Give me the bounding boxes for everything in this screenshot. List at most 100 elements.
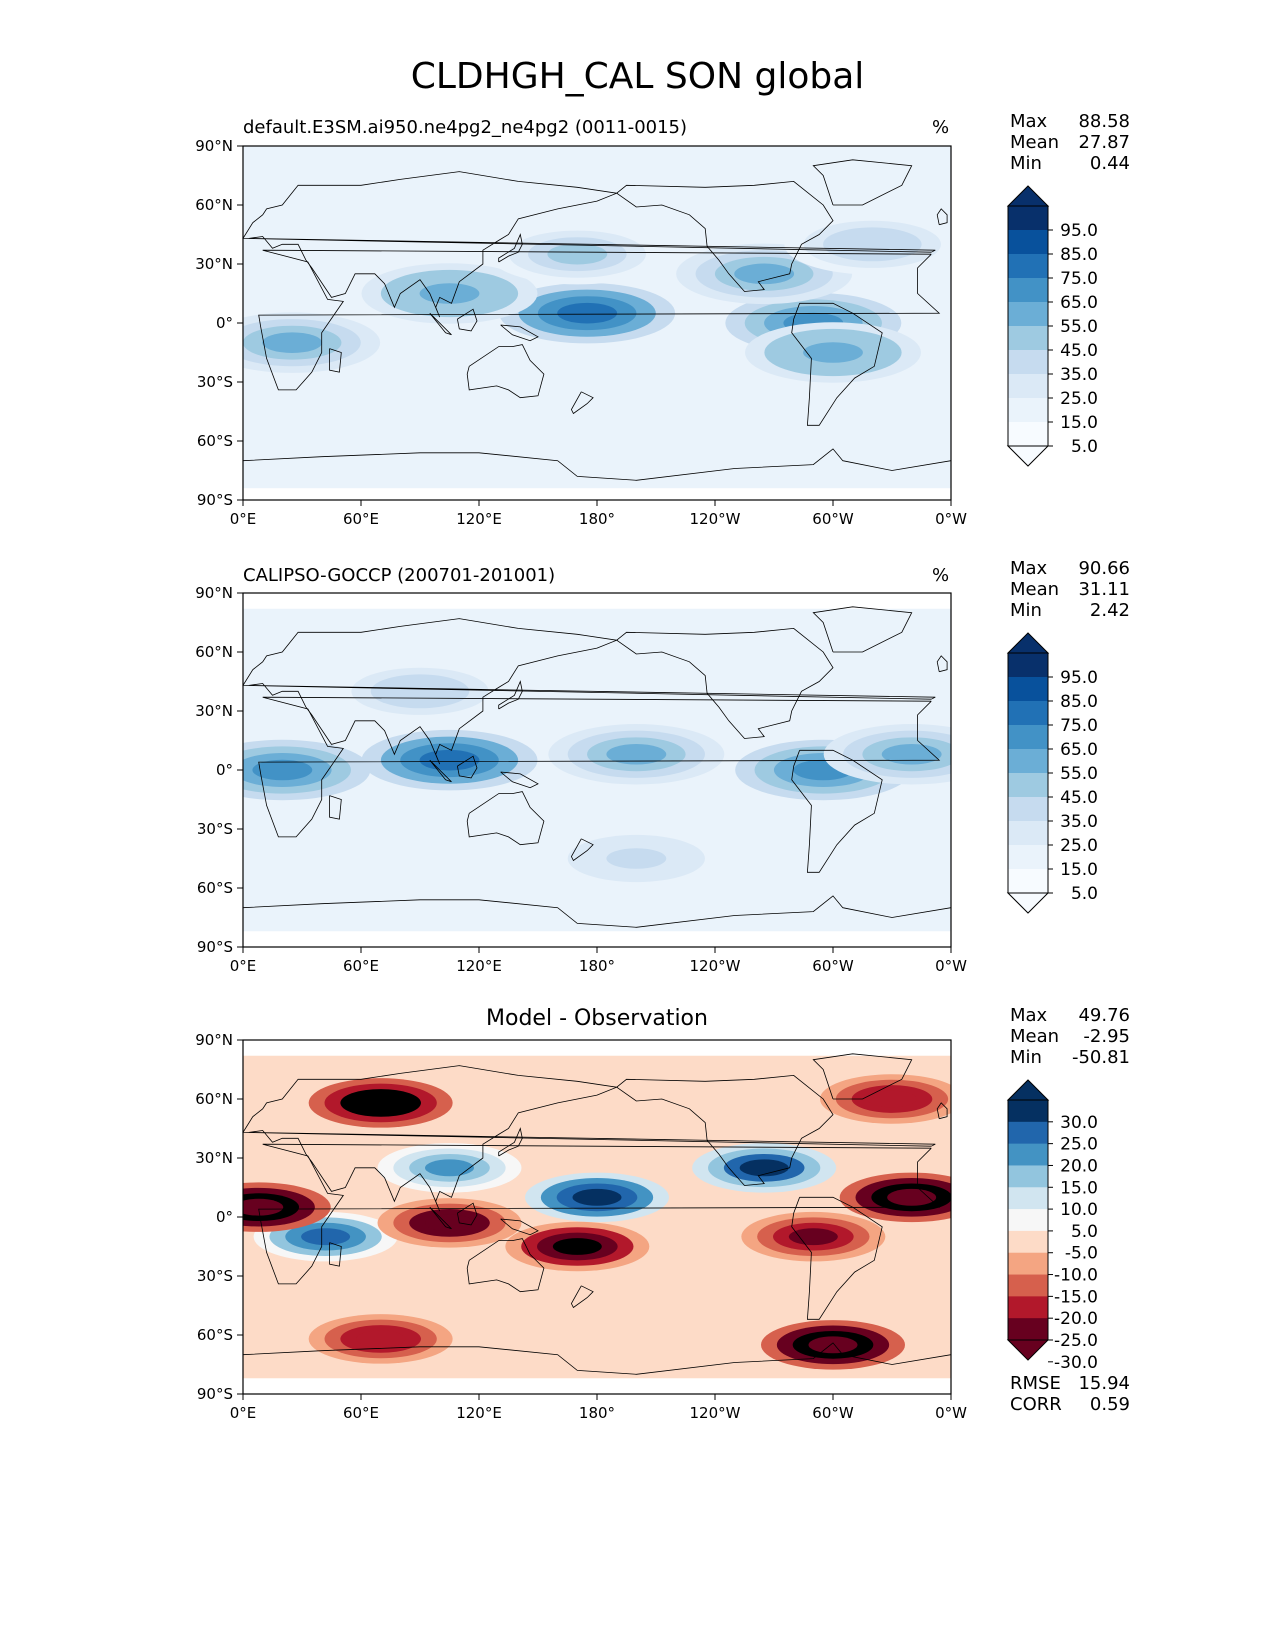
x-tick-label: 0°W bbox=[935, 957, 967, 975]
y-tick-label: 90°S bbox=[197, 1385, 233, 1403]
x-tick-label: 60°E bbox=[343, 1404, 379, 1422]
stat-mean-value: 31.11 bbox=[1078, 579, 1130, 600]
colorbar-segment bbox=[1008, 326, 1048, 351]
colorbar-segment bbox=[1008, 374, 1048, 399]
contour-region bbox=[867, 1090, 917, 1108]
colorbar-label: -10.0 bbox=[1054, 1266, 1098, 1286]
y-tick-label: 60°N bbox=[195, 196, 233, 214]
coastline bbox=[258, 249, 941, 391]
contour-region bbox=[262, 332, 323, 353]
coastline bbox=[500, 771, 539, 789]
y-tick-label: 90°S bbox=[197, 491, 233, 509]
contour-region bbox=[734, 263, 795, 285]
colorbar-label: 5.0 bbox=[1071, 437, 1098, 457]
colorbar-segment bbox=[1008, 821, 1048, 846]
y-tick-label: 30°S bbox=[197, 373, 233, 391]
coastline bbox=[570, 838, 594, 862]
x-tick-label: 120°E bbox=[456, 1404, 502, 1422]
coastline bbox=[616, 180, 834, 292]
colorbar-segment bbox=[1008, 1187, 1048, 1210]
colorbar-label: 10.0 bbox=[1060, 1200, 1098, 1220]
x-tick-label: 0°E bbox=[230, 510, 257, 528]
colorbar-label: 55.0 bbox=[1060, 317, 1098, 337]
coastline bbox=[498, 233, 523, 263]
coastline bbox=[457, 1202, 478, 1226]
coastline bbox=[498, 680, 523, 710]
x-tick-label: 60°E bbox=[343, 510, 379, 528]
y-tick-label: 60°N bbox=[195, 1090, 233, 1108]
colorbar-segment bbox=[1008, 278, 1048, 303]
colorbar-segment bbox=[1008, 1100, 1048, 1123]
coastline bbox=[429, 312, 452, 336]
colorbar-segment bbox=[1008, 302, 1048, 327]
coastline bbox=[570, 391, 594, 415]
coastlines bbox=[242, 606, 952, 928]
x-tick-label: 180° bbox=[579, 957, 615, 975]
x-tick-label: 120°W bbox=[690, 957, 741, 975]
contour-field bbox=[243, 214, 951, 383]
y-tick-label: 30°S bbox=[197, 820, 233, 838]
coastline bbox=[329, 795, 342, 820]
coastline bbox=[466, 344, 545, 399]
colorbar-extend-top bbox=[1006, 632, 1050, 654]
colorbar-segment bbox=[1008, 1121, 1048, 1145]
stat-mean-label: Mean bbox=[1010, 132, 1060, 153]
colorbar-label: 85.0 bbox=[1060, 692, 1098, 712]
colorbar-label: 25.0 bbox=[1060, 1135, 1098, 1155]
coastline bbox=[258, 696, 941, 838]
coastline bbox=[329, 348, 342, 373]
contour-region bbox=[808, 1336, 858, 1354]
map-plot: 0°E 60°E 120°E 180° 120°W 60°W 0°W 90°N 60°N 30°N… bbox=[195, 584, 967, 975]
x-tick-label: 0°W bbox=[935, 510, 967, 528]
x-tick-label: 0°E bbox=[230, 957, 257, 975]
colorbar-segment bbox=[1008, 230, 1048, 255]
units-label: % bbox=[932, 117, 950, 138]
colorbar-segment bbox=[1008, 422, 1048, 447]
colorbar-label: 25.0 bbox=[1060, 389, 1098, 409]
colorbar: 30.025.020.015.010.05.0-5.0-10.0-15.0-20… bbox=[1006, 1079, 1098, 1373]
colorbar-label: 30.0 bbox=[1060, 1113, 1098, 1133]
contour-field bbox=[243, 1074, 951, 1370]
colorbar-label: 85.0 bbox=[1060, 245, 1098, 265]
y-tick-label: 90°S bbox=[197, 938, 233, 956]
colorbar-segment bbox=[1008, 749, 1048, 774]
coastline bbox=[936, 655, 948, 673]
colorbar-frame bbox=[1007, 1099, 1049, 1341]
coastline bbox=[457, 308, 478, 332]
corr-value: 0.59 bbox=[1089, 1394, 1130, 1415]
contour-region bbox=[356, 1330, 406, 1348]
x-tick-label: 60°W bbox=[812, 1404, 854, 1422]
stat-max-label: Max bbox=[1010, 111, 1048, 132]
colorbar-segment bbox=[1008, 1230, 1048, 1254]
x-tick-label: 120°E bbox=[456, 510, 502, 528]
x-tick-label: 0°E bbox=[230, 1404, 257, 1422]
coastline bbox=[791, 1196, 883, 1320]
colorbar-label: 55.0 bbox=[1060, 764, 1098, 784]
x-tick-label: 0°W bbox=[935, 1404, 967, 1422]
coastline bbox=[500, 324, 539, 342]
colorbar-label: 75.0 bbox=[1060, 716, 1098, 736]
y-tick-label: 60°S bbox=[197, 432, 233, 450]
coastline bbox=[258, 1143, 941, 1285]
y-tick-label: 0° bbox=[216, 1208, 233, 1226]
colorbar-label: 95.0 bbox=[1060, 668, 1098, 688]
contour-region bbox=[390, 681, 450, 702]
contour-region bbox=[803, 342, 863, 363]
colorbar-segment bbox=[1008, 1296, 1048, 1319]
map-plot: 0°E 60°E 120°E 180° 120°W 60°W 0°W 90°N 60°N 30°N… bbox=[195, 137, 967, 528]
x-tick-label: 60°W bbox=[812, 510, 854, 528]
x-tick-label: 120°E bbox=[456, 957, 502, 975]
colorbar-segment bbox=[1008, 206, 1048, 231]
contour-region bbox=[547, 243, 608, 265]
contour-region bbox=[572, 1188, 622, 1206]
rmse-value: 15.94 bbox=[1078, 1373, 1130, 1394]
y-tick-label: 30°N bbox=[195, 255, 233, 273]
panel-title: default.E3SM.ai950.ne4pg2_ne4pg2 (0011-0… bbox=[243, 117, 688, 138]
y-tick-label: 60°S bbox=[197, 879, 233, 897]
x-tick-label: 60°W bbox=[812, 957, 854, 975]
coastline bbox=[500, 1218, 539, 1236]
colorbar-label: 65.0 bbox=[1060, 293, 1098, 313]
colorbar-label: 95.0 bbox=[1060, 221, 1098, 241]
contour-region bbox=[252, 759, 313, 781]
y-tick-label: 30°S bbox=[197, 1267, 233, 1285]
